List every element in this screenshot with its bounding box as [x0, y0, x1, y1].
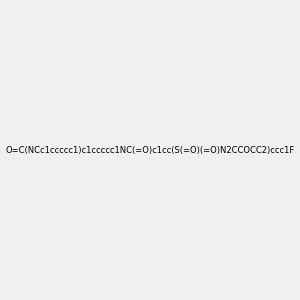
Text: O=C(NCc1ccccc1)c1ccccc1NC(=O)c1cc(S(=O)(=O)N2CCOCC2)ccc1F: O=C(NCc1ccccc1)c1ccccc1NC(=O)c1cc(S(=O)(… — [5, 146, 295, 154]
